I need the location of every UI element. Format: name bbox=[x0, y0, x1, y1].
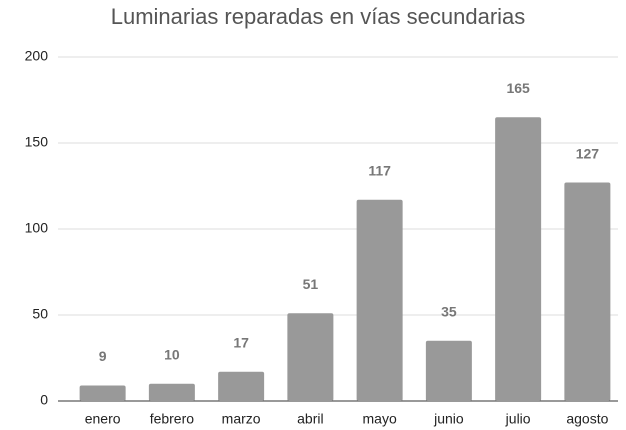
x-tick-label: junio bbox=[433, 411, 464, 427]
data-label: 17 bbox=[233, 334, 249, 350]
x-tick-label: marzo bbox=[222, 411, 261, 427]
chart-title: Luminarias reparadas en vías secundarias bbox=[111, 4, 526, 29]
bar bbox=[564, 182, 611, 401]
data-label: 165 bbox=[506, 80, 530, 96]
y-tick-label: 200 bbox=[25, 48, 49, 64]
y-tick-label: 150 bbox=[25, 134, 49, 150]
data-label: 9 bbox=[99, 348, 107, 364]
data-label: 35 bbox=[441, 304, 457, 320]
bar bbox=[148, 383, 195, 401]
data-label: 51 bbox=[303, 276, 319, 292]
bar bbox=[425, 340, 472, 401]
y-tick-label: 50 bbox=[32, 306, 48, 322]
x-tick-label: julio bbox=[505, 411, 531, 427]
data-label: 117 bbox=[368, 162, 391, 178]
bar bbox=[79, 385, 126, 401]
bar bbox=[356, 199, 403, 401]
x-tick-label: enero bbox=[85, 411, 121, 427]
x-tick-label: abril bbox=[297, 411, 323, 427]
x-tick-label: febrero bbox=[150, 411, 195, 427]
bar bbox=[495, 117, 542, 401]
x-tick-label: mayo bbox=[363, 411, 397, 427]
y-tick-label: 0 bbox=[40, 392, 48, 408]
y-tick-label: 100 bbox=[25, 220, 49, 236]
data-label: 127 bbox=[576, 145, 600, 161]
data-label: 10 bbox=[164, 347, 180, 363]
bar bbox=[218, 371, 265, 401]
bar bbox=[287, 313, 334, 401]
x-tick-label: agosto bbox=[566, 411, 608, 427]
